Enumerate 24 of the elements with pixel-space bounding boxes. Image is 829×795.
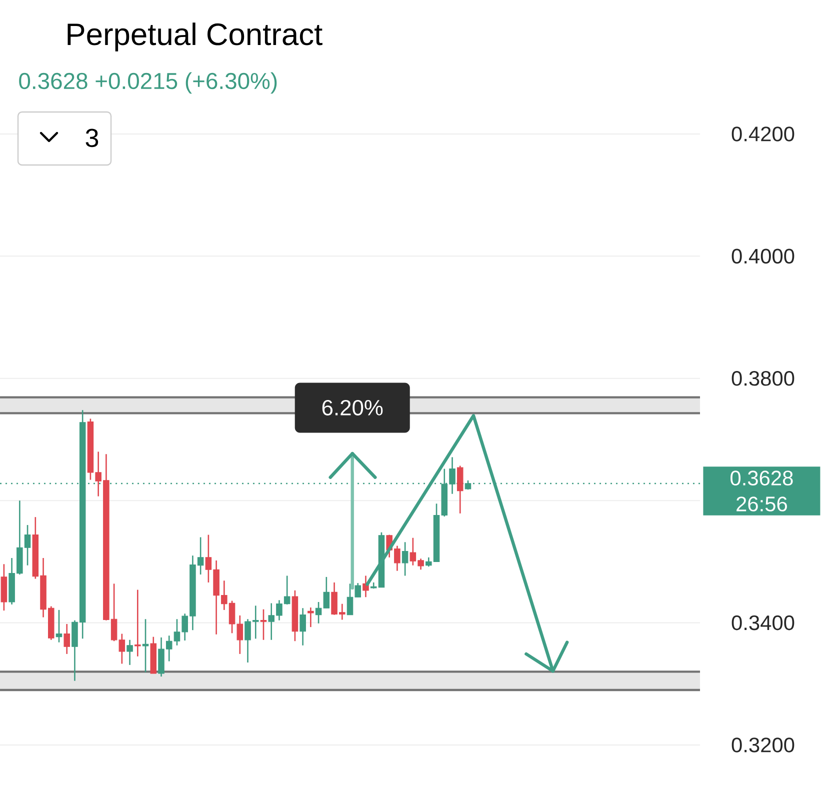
candlestick	[134, 589, 141, 658]
candlestick	[308, 606, 314, 628]
chart-title: Perpetual Contract	[68, 22, 322, 52]
candlestick	[323, 576, 330, 609]
candlestick	[118, 633, 126, 664]
candlestick	[56, 609, 62, 643]
candlestick	[260, 608, 267, 641]
chart-subtitle: 0.3628 +0.0215 (+6.30%)	[19, 72, 277, 94]
y-tick-label: 0.3200	[732, 738, 794, 752]
candlestick	[315, 601, 322, 624]
y-tick-label: 0.3400	[732, 615, 794, 630]
annotation: 6.20%	[322, 400, 383, 416]
annotation: 3	[86, 128, 98, 148]
text: 26:56	[736, 496, 787, 512]
y-tick-label: 0.3800	[732, 370, 794, 386]
candlestick	[300, 607, 306, 646]
candlestick	[456, 465, 464, 514]
ref-line-label: 0.3628	[730, 470, 793, 486]
y-tick-label: 0.4200	[732, 126, 794, 142]
candlestick	[126, 639, 133, 666]
candlestick	[64, 623, 70, 655]
candlestick	[402, 541, 408, 576]
y-tick-label: 0.4000	[732, 248, 794, 264]
candlestick	[142, 618, 149, 673]
